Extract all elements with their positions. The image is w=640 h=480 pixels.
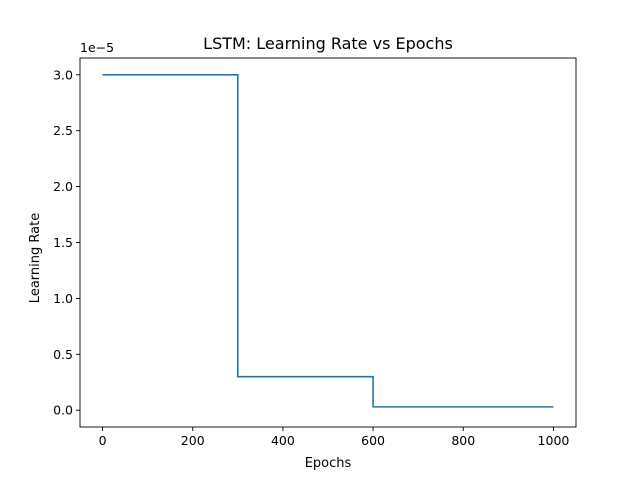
y-tick-label: 0.0 [53, 403, 73, 418]
x-axis-label: Epochs [305, 456, 352, 471]
x-tick-label: 0 [99, 433, 107, 448]
chart-title: LSTM: Learning Rate vs Epochs [203, 34, 453, 53]
y-tick-label: 2.5 [53, 123, 73, 138]
y-axis-label: Learning Rate [28, 213, 43, 303]
y-tick-label: 1.5 [53, 235, 73, 250]
y-tick-label: 0.5 [53, 347, 73, 362]
y-axis-ticks: 0.0 0.5 1.0 1.5 2.0 2.5 3.0 [53, 67, 80, 418]
y-tick-label: 2.0 [53, 179, 73, 194]
y-tick-label: 3.0 [53, 67, 73, 82]
x-tick-label: 600 [361, 433, 385, 448]
y-tick-label: 1.0 [53, 291, 73, 306]
x-tick-label: 1000 [538, 433, 570, 448]
x-tick-label: 200 [181, 433, 205, 448]
series-line-0 [102, 73, 554, 408]
x-tick-label: 800 [451, 433, 475, 448]
x-axis-ticks: 0 200 400 600 800 1000 [99, 427, 570, 448]
x-tick-label: 400 [271, 433, 295, 448]
y-offset-label: 1e−5 [80, 40, 114, 55]
